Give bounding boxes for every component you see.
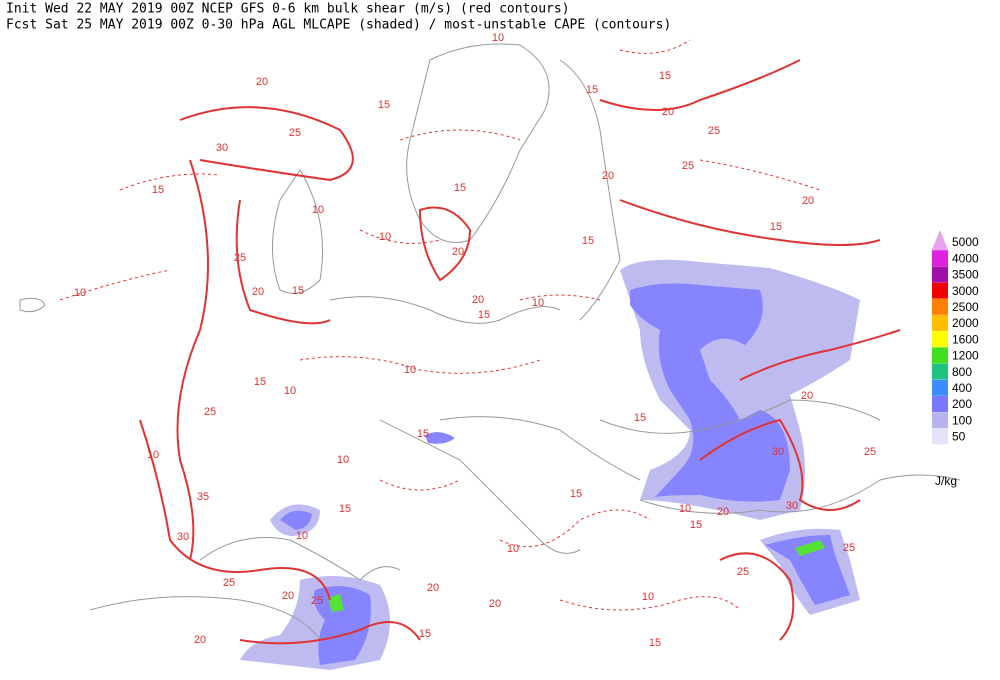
contour-label: 10 bbox=[379, 231, 391, 243]
contour-label: 10 bbox=[679, 503, 691, 515]
contour-label: 10 bbox=[312, 204, 324, 216]
contour-label: 20 bbox=[802, 195, 814, 207]
contour-label: 15 bbox=[659, 70, 671, 82]
contour-label: 30 bbox=[177, 531, 189, 543]
contour-label: 15 bbox=[378, 99, 390, 111]
coastlines bbox=[19, 43, 961, 641]
legend-swatch bbox=[932, 379, 948, 396]
contour-label: 20 bbox=[194, 634, 206, 646]
legend-swatch bbox=[932, 282, 948, 299]
legend-label: 50 bbox=[952, 430, 966, 444]
contour-label: 25 bbox=[682, 160, 694, 172]
contour-label: 25 bbox=[289, 127, 301, 139]
header-line: Init Wed 22 MAY 2019 00Z NCEP GFS 0-6 km… bbox=[6, 2, 570, 17]
legend-label: 800 bbox=[952, 365, 972, 379]
contour-label: 25 bbox=[737, 566, 749, 578]
contour-label: 10 bbox=[404, 364, 416, 376]
contour-label: 20 bbox=[489, 598, 501, 610]
legend-label: 1200 bbox=[952, 349, 979, 363]
contour-label: 25 bbox=[204, 406, 216, 418]
legend-label: 100 bbox=[952, 413, 972, 427]
contour-label: 20 bbox=[662, 106, 674, 118]
contour-label: 10 bbox=[642, 591, 654, 603]
contour-label: 30 bbox=[772, 446, 784, 458]
contour-label: 20 bbox=[252, 286, 264, 298]
shear-contours bbox=[59, 39, 901, 645]
legend-swatch bbox=[932, 363, 948, 380]
contour-label: 15 bbox=[254, 376, 266, 388]
contour-label: 20 bbox=[282, 590, 294, 602]
contour-label: 15 bbox=[417, 428, 429, 440]
contour-label: 15 bbox=[152, 184, 164, 196]
legend-label: 3000 bbox=[952, 284, 979, 298]
contour-label: 30 bbox=[786, 500, 798, 512]
contour-label: 35 bbox=[197, 491, 209, 503]
contour-label: 25 bbox=[708, 125, 720, 137]
contour-label: 25 bbox=[234, 252, 246, 264]
contour-label: 15 bbox=[690, 519, 702, 531]
cape-shading bbox=[240, 259, 860, 670]
legend-label: 200 bbox=[952, 397, 972, 411]
contour-label: 20 bbox=[717, 506, 729, 518]
contour-label: 10 bbox=[74, 287, 86, 299]
contour-label: 25 bbox=[864, 446, 876, 458]
legend-label: 1600 bbox=[952, 332, 979, 346]
contour-label: 15 bbox=[454, 182, 466, 194]
contour-label: 25 bbox=[843, 542, 855, 554]
contour-label: 30 bbox=[216, 142, 228, 154]
contour-labels: 10 15 20 25 25 20 20 15 15 20 30 25 15 15 10 10 15 20 15 15… bbox=[74, 32, 876, 649]
contour-label: 10 bbox=[507, 543, 519, 555]
legend-swatch bbox=[932, 331, 948, 348]
contour-label: 15 bbox=[478, 309, 490, 321]
legend-swatch bbox=[932, 347, 948, 364]
contour-label: 10 bbox=[284, 385, 296, 397]
contour-label: 20 bbox=[452, 246, 464, 258]
contour-label: 15 bbox=[570, 488, 582, 500]
contour-label: 20 bbox=[602, 170, 614, 182]
legend-label: 4000 bbox=[952, 251, 979, 265]
contour-label: 10 bbox=[532, 297, 544, 309]
legend-swatch bbox=[932, 428, 948, 445]
legend-unit: J/kg bbox=[935, 474, 957, 488]
contour-label: 20 bbox=[472, 294, 484, 306]
legend-swatch bbox=[932, 230, 948, 250]
contour-label: 25 bbox=[311, 595, 323, 607]
legend: J/kg 5000 4000 3500 3000 2500 2000 1600 1200 800… bbox=[932, 230, 979, 488]
header-line: Fcst Sat 25 MAY 2019 00Z 0-30 hPa AGL ML… bbox=[6, 18, 671, 33]
contour-label: 10 bbox=[147, 449, 159, 461]
contour-label: 15 bbox=[419, 628, 431, 640]
legend-swatch bbox=[932, 250, 948, 267]
contour-label: 15 bbox=[634, 412, 646, 424]
legend-label: 2000 bbox=[952, 316, 979, 330]
legend-label: 3500 bbox=[952, 268, 979, 282]
contour-label: 15 bbox=[770, 221, 782, 233]
legend-swatch bbox=[932, 266, 948, 283]
legend-label: 5000 bbox=[952, 235, 979, 249]
contour-label: 15 bbox=[586, 84, 598, 96]
contour-label: 20 bbox=[427, 582, 439, 594]
legend-swatch bbox=[932, 298, 948, 315]
contour-label: 15 bbox=[339, 503, 351, 515]
contour-label: 10 bbox=[492, 32, 504, 44]
contour-label: 15 bbox=[582, 235, 594, 247]
contour-label: 25 bbox=[223, 577, 235, 589]
legend-swatch bbox=[932, 412, 948, 429]
contour-label: 10 bbox=[296, 530, 308, 542]
contour-label: 10 bbox=[337, 454, 349, 466]
contour-label: 15 bbox=[649, 637, 661, 649]
legend-swatch bbox=[932, 315, 948, 331]
legend-label: 400 bbox=[952, 381, 972, 395]
legend-label: 2500 bbox=[952, 300, 979, 314]
contour-label: 15 bbox=[292, 285, 304, 297]
legend-swatch bbox=[932, 396, 948, 412]
contour-label: 20 bbox=[256, 76, 268, 88]
contour-label: 20 bbox=[801, 390, 813, 402]
